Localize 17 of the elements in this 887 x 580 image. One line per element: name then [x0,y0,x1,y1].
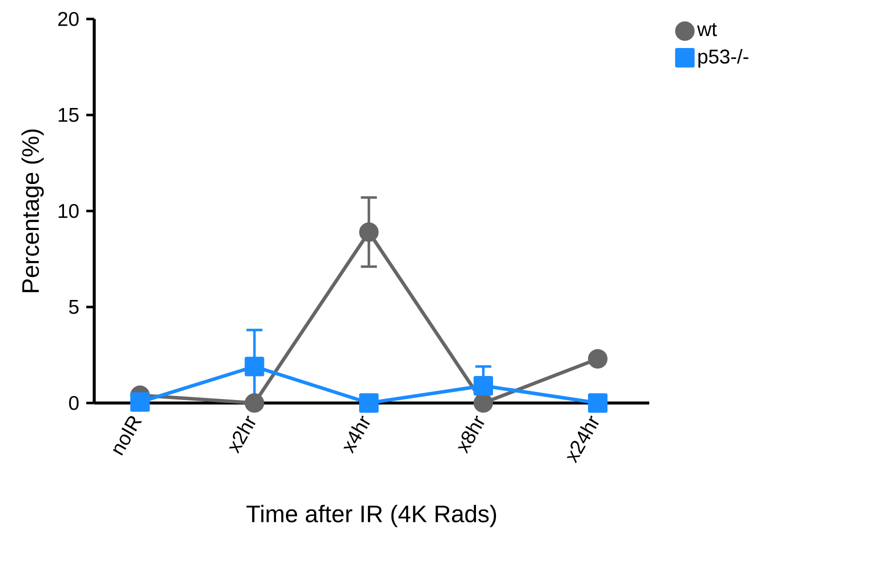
y-tick-label: 15 [58,108,79,122]
y-axis-title: Percentage (%) [21,129,44,292]
y-tick-label: 10 [58,204,79,218]
y-tick-label: 5 [69,300,79,314]
point [130,392,150,412]
point [588,349,608,369]
point [244,393,264,413]
point [588,393,608,413]
point [244,356,264,376]
point [474,376,494,396]
y-tick-label: 20 [58,12,79,26]
legend-label: p53-/- [698,49,748,68]
x-axis-title: Time after IR (4K Rads) [246,504,496,528]
point [359,393,379,413]
y-tick-label: 0 [69,396,79,410]
point [359,222,379,242]
legend-label: wt [697,23,717,36]
